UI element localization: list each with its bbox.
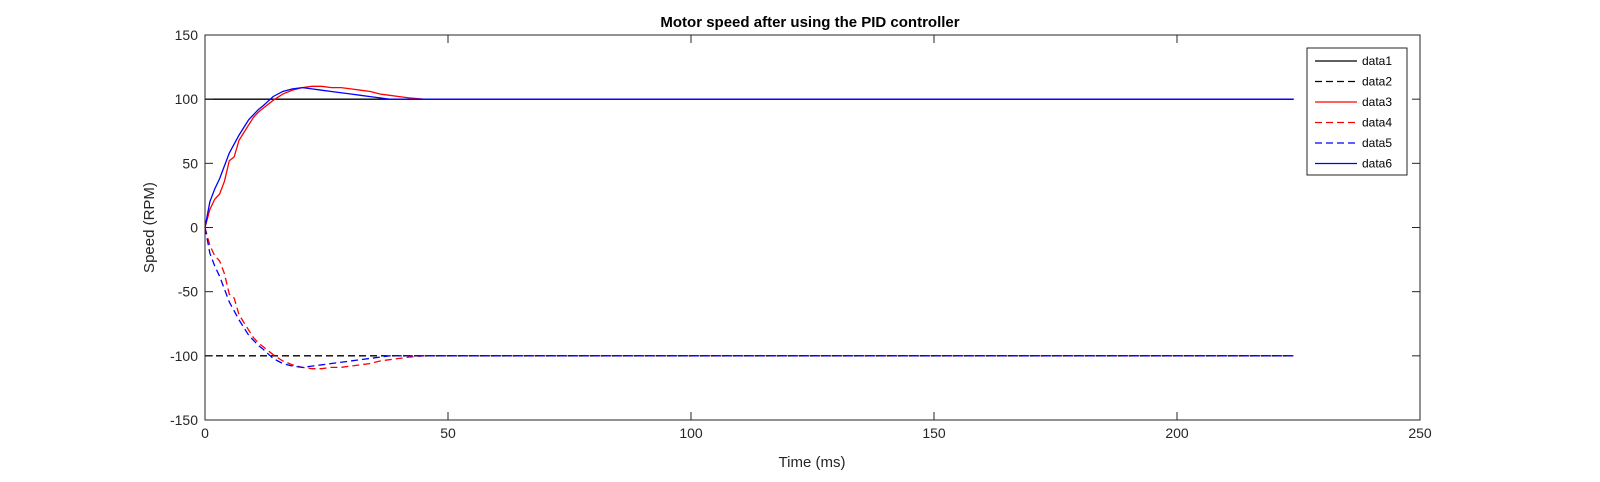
x-tick-label: 200 (1165, 425, 1189, 441)
y-axis-title: Speed (RPM) (141, 182, 158, 273)
series-line-data6 (204, 86, 1294, 228)
legend-label-data2: data2 (1362, 75, 1392, 89)
legend-label-data6: data6 (1362, 157, 1392, 171)
y-tick-label: 150 (175, 27, 199, 43)
plot-area (205, 35, 1420, 420)
x-tick-label: 250 (1408, 425, 1432, 441)
y-tick-label: 0 (190, 220, 198, 236)
legend-label-data1: data1 (1362, 54, 1392, 68)
legend-label-data4: data4 (1362, 116, 1392, 130)
legend: data1 data2 data3 data4 data5 data6 (1306, 47, 1408, 176)
y-tick-label: 50 (182, 155, 198, 171)
y-tick-label: 100 (175, 91, 199, 107)
y-tick-label: -50 (178, 284, 198, 300)
axes: 0 50 100 150 200 250 -150 -100 -50 0 50 100 150 (170, 27, 1432, 441)
x-tick-label: 0 (201, 425, 209, 441)
legend-box (1306, 47, 1408, 176)
series-line-data4 (204, 227, 1294, 370)
series-line-data5 (204, 227, 1294, 369)
legend-label-data5: data5 (1362, 136, 1392, 150)
x-tick-label: 50 (440, 425, 456, 441)
y-tick-label: -150 (170, 412, 198, 428)
y-tick-label: -100 (170, 348, 198, 364)
x-axis-title: Time (ms) (779, 454, 846, 471)
series-layer (204, 85, 1294, 370)
legend-label-data3: data3 (1362, 95, 1392, 109)
x-tick-label: 100 (679, 425, 703, 441)
chart-title: Motor speed after using the PID controll… (660, 14, 959, 31)
x-tick-label: 150 (922, 425, 946, 441)
